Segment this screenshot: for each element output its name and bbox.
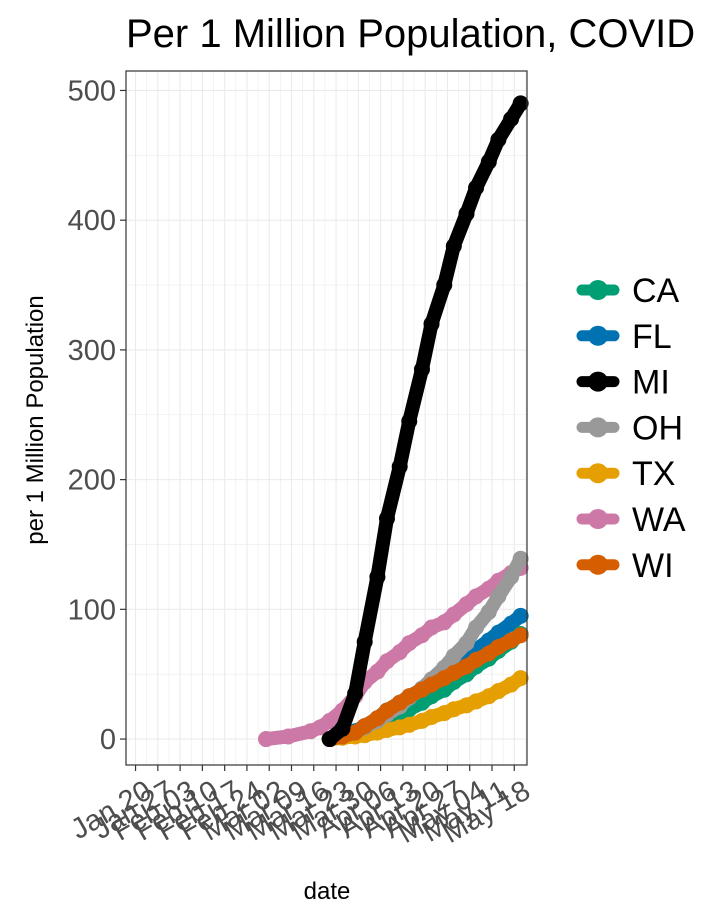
data-point-wi <box>356 718 373 735</box>
series-layer <box>258 95 529 748</box>
data-point-mi <box>480 153 497 170</box>
data-point-wa <box>369 663 386 680</box>
y-axis: 0 100 200 300 400 500 <box>68 75 126 756</box>
y-tick-label: 500 <box>68 75 116 107</box>
data-point-mi <box>347 685 364 702</box>
legend-key-point <box>588 463 608 484</box>
legend-key-point <box>588 280 608 300</box>
legend-key-point <box>588 325 608 346</box>
data-point-tx <box>401 716 418 733</box>
data-point-mi <box>321 731 338 748</box>
legend-item-tx: TX <box>576 455 675 493</box>
data-point-mi <box>436 277 453 294</box>
legend-label: FL <box>632 318 672 356</box>
legend-key-point <box>588 509 608 529</box>
data-point-wi <box>401 688 418 705</box>
data-point-tx <box>445 701 462 718</box>
data-point-tx <box>423 709 440 726</box>
legend-item-oh: OH <box>576 409 683 447</box>
data-point-mi <box>512 95 529 112</box>
data-point-tx <box>512 670 529 687</box>
data-point-oh <box>468 619 485 636</box>
data-point-mi <box>468 179 485 196</box>
data-point-mi <box>369 568 386 585</box>
data-point-fl <box>512 607 529 624</box>
data-point-mi <box>423 315 440 332</box>
data-point-wa <box>468 588 485 605</box>
data-point-mi <box>391 458 408 475</box>
data-point-tx <box>490 683 507 700</box>
legend-item-ca: CA <box>576 272 680 310</box>
legend-key-point <box>588 554 608 575</box>
legend-item-mi: MI <box>576 364 670 402</box>
y-tick-label: 300 <box>68 335 116 367</box>
legend-item-fl: FL <box>576 318 672 356</box>
data-point-mi <box>490 131 507 148</box>
legend-label: CA <box>632 272 680 310</box>
legend-label: WI <box>632 547 674 585</box>
y-tick-label: 200 <box>68 465 116 497</box>
data-point-oh <box>490 588 507 605</box>
data-point-oh <box>512 550 529 567</box>
data-point-oh <box>480 603 497 620</box>
legend-item-wa: WA <box>576 501 686 539</box>
data-point-wa <box>321 712 338 729</box>
data-point-wa <box>423 619 440 636</box>
series-mi <box>321 95 529 748</box>
legend-label: OH <box>632 409 683 447</box>
data-point-mi <box>356 633 373 650</box>
legend-key-point <box>588 371 608 392</box>
data-point-mi <box>401 413 418 430</box>
data-point-fl <box>490 624 507 641</box>
data-point-oh <box>458 635 475 652</box>
legend-label: MI <box>632 364 670 402</box>
data-point-tx <box>468 693 485 710</box>
panel-border <box>125 70 528 766</box>
data-point-wi <box>423 676 440 693</box>
data-point-wi <box>445 664 462 681</box>
data-point-mi <box>378 510 395 527</box>
data-point-wa <box>445 606 462 623</box>
data-point-oh <box>503 568 520 585</box>
x-axis-title: date <box>304 878 351 905</box>
data-point-wa <box>378 653 395 670</box>
legend-item-wi: WI <box>576 547 674 585</box>
data-point-mi <box>413 361 430 378</box>
legend-key-point <box>588 417 608 438</box>
data-point-mi <box>334 720 351 737</box>
chart-title: Per 1 Million Population, COVID <box>126 12 695 56</box>
y-tick-label: 100 <box>68 594 116 626</box>
data-point-wa <box>280 728 297 745</box>
data-point-wi <box>512 627 529 644</box>
data-point-mi <box>458 205 475 222</box>
data-point-wi <box>378 702 395 719</box>
data-point-oh <box>445 648 462 665</box>
data-point-wi <box>468 651 485 668</box>
legend-label: WA <box>632 501 686 539</box>
data-point-wa <box>401 635 418 652</box>
data-point-mi <box>445 238 462 255</box>
y-tick-label: 400 <box>68 205 116 237</box>
data-point-wi <box>490 638 507 655</box>
data-point-mi <box>503 110 520 127</box>
legend-label: TX <box>632 455 675 493</box>
y-tick-label: 0 <box>100 724 116 756</box>
y-axis-title: per 1 Million Population <box>22 295 49 544</box>
legend: CA FL MI OH TX WA WI <box>576 272 686 585</box>
data-point-wa <box>258 731 275 748</box>
